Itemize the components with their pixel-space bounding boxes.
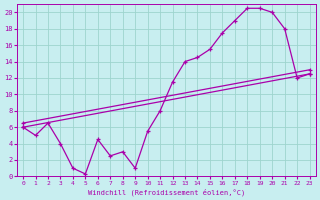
X-axis label: Windchill (Refroidissement éolien,°C): Windchill (Refroidissement éolien,°C) [88, 188, 245, 196]
